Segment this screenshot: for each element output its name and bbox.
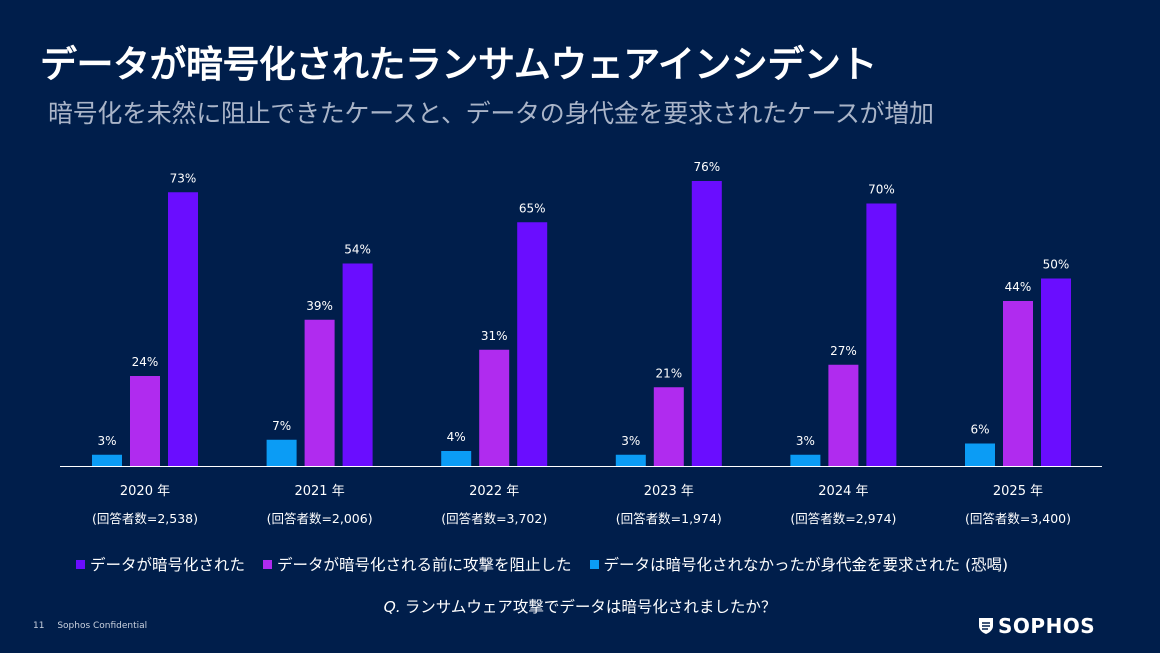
data-label-not_encrypted_extorted-4: 3% [796, 434, 815, 448]
bar-not_encrypted_extorted-3 [615, 454, 646, 466]
data-label-stopped-3: 21% [655, 366, 682, 380]
x-tick-label-2: 2022 年 [469, 484, 519, 499]
data-label-encrypted-5: 50% [1043, 258, 1070, 272]
x-tick-label-1: 2021 年 [294, 484, 344, 499]
survey-question: Q. ランサムウェア攻撃でデータは暗号化されましたか？ [0, 595, 1160, 617]
slide-title: データが暗号化されたランサムウェアインシデント [40, 43, 877, 86]
data-label-stopped-4: 27% [830, 344, 857, 358]
respondent-count-3: (回答者数=1,974) [616, 511, 722, 526]
bar-stopped-2 [479, 349, 510, 466]
data-label-stopped-0: 24% [132, 355, 159, 369]
question-text: ランサムウェア攻撃でデータは暗号化されましたか？ [404, 598, 777, 616]
respondent-count-1: (回答者数=2,006) [267, 511, 373, 526]
sophos-logo: SOPHOS [978, 614, 1095, 638]
question-prefix: Q. [383, 598, 401, 616]
bar-encrypted-1 [342, 263, 373, 466]
data-label-stopped-2: 31% [481, 329, 508, 343]
respondent-count-2: (回答者数=3,702) [441, 511, 547, 526]
legend-swatch-extorted [589, 559, 599, 569]
legend-label-extorted: データは暗号化されなかったが身代金を要求された (恐喝) [603, 556, 1009, 574]
legend-item-stopped: データが暗号化される前に攻撃を阻止した [263, 553, 572, 575]
data-label-not_encrypted_extorted-0: 3% [97, 434, 116, 448]
bar-not_encrypted_extorted-0 [92, 454, 122, 466]
legend-item-extorted: データは暗号化されなかったが身代金を要求された (恐喝) [589, 553, 1009, 575]
x-tick-label-4: 2024 年 [818, 484, 868, 499]
slide-subtitle: 暗号化を未然に阻止できたケースと、データの身代金を要求されたケースが増加 [48, 99, 934, 128]
bar-encrypted-3 [691, 181, 722, 466]
x-tick-label-0: 2020 年 [120, 484, 170, 499]
data-label-not_encrypted_extorted-1: 7% [272, 419, 291, 433]
bar-encrypted-5 [1041, 278, 1071, 466]
bar-encrypted-4 [866, 203, 897, 466]
shield-icon [979, 618, 993, 634]
logo-wordmark: SOPHOS [998, 614, 1096, 638]
legend-swatch-stopped [263, 559, 273, 569]
x-tick-label-5: 2025 年 [993, 484, 1043, 499]
legend-label-stopped: データが暗号化される前に攻撃を阻止した [277, 556, 572, 574]
data-label-encrypted-1: 54% [344, 243, 371, 257]
respondent-count-0: (回答者数=2,538) [92, 511, 198, 526]
respondent-count-4: (回答者数=2,974) [790, 511, 896, 526]
bar-not_encrypted_extorted-1 [266, 439, 297, 466]
bar-stopped-5 [1003, 301, 1033, 466]
bar-stopped-0 [130, 376, 160, 466]
bar-stopped-4 [828, 364, 859, 466]
bar-stopped-3 [653, 387, 684, 466]
data-label-encrypted-3: 76% [693, 160, 720, 174]
data-label-encrypted-2: 65% [519, 201, 546, 215]
data-label-not_encrypted_extorted-3: 3% [621, 434, 640, 448]
x-tick-label-3: 2023 年 [644, 484, 694, 499]
data-label-encrypted-0: 73% [170, 171, 197, 185]
bar-encrypted-2 [517, 222, 548, 466]
data-label-not_encrypted_extorted-2: 4% [447, 430, 466, 444]
data-label-not_encrypted_extorted-5: 6% [970, 423, 989, 437]
confidential-label: Sophos Confidential [57, 621, 148, 631]
bar-encrypted-0 [168, 192, 198, 466]
bar-stopped-1 [304, 319, 335, 466]
data-label-stopped-1: 39% [306, 299, 333, 313]
legend-swatch-encrypted [76, 559, 85, 569]
bar-not_encrypted_extorted-4 [790, 454, 821, 466]
footer: 11 Sophos Confidential [33, 621, 147, 631]
bar-not_encrypted_extorted-5 [965, 443, 995, 466]
legend-label-encrypted: データが暗号化された [90, 556, 246, 574]
bar-not_encrypted_extorted-2 [441, 451, 472, 466]
respondent-count-5: (回答者数=3,400) [965, 511, 1071, 526]
page-number: 11 [33, 621, 45, 631]
data-label-stopped-5: 44% [1005, 280, 1032, 294]
chart-legend: データが暗号化された データが暗号化される前に攻撃を阻止した データは暗号化され… [76, 553, 1008, 575]
data-label-encrypted-4: 70% [868, 183, 895, 197]
legend-item-encrypted: データが暗号化された [76, 553, 245, 575]
